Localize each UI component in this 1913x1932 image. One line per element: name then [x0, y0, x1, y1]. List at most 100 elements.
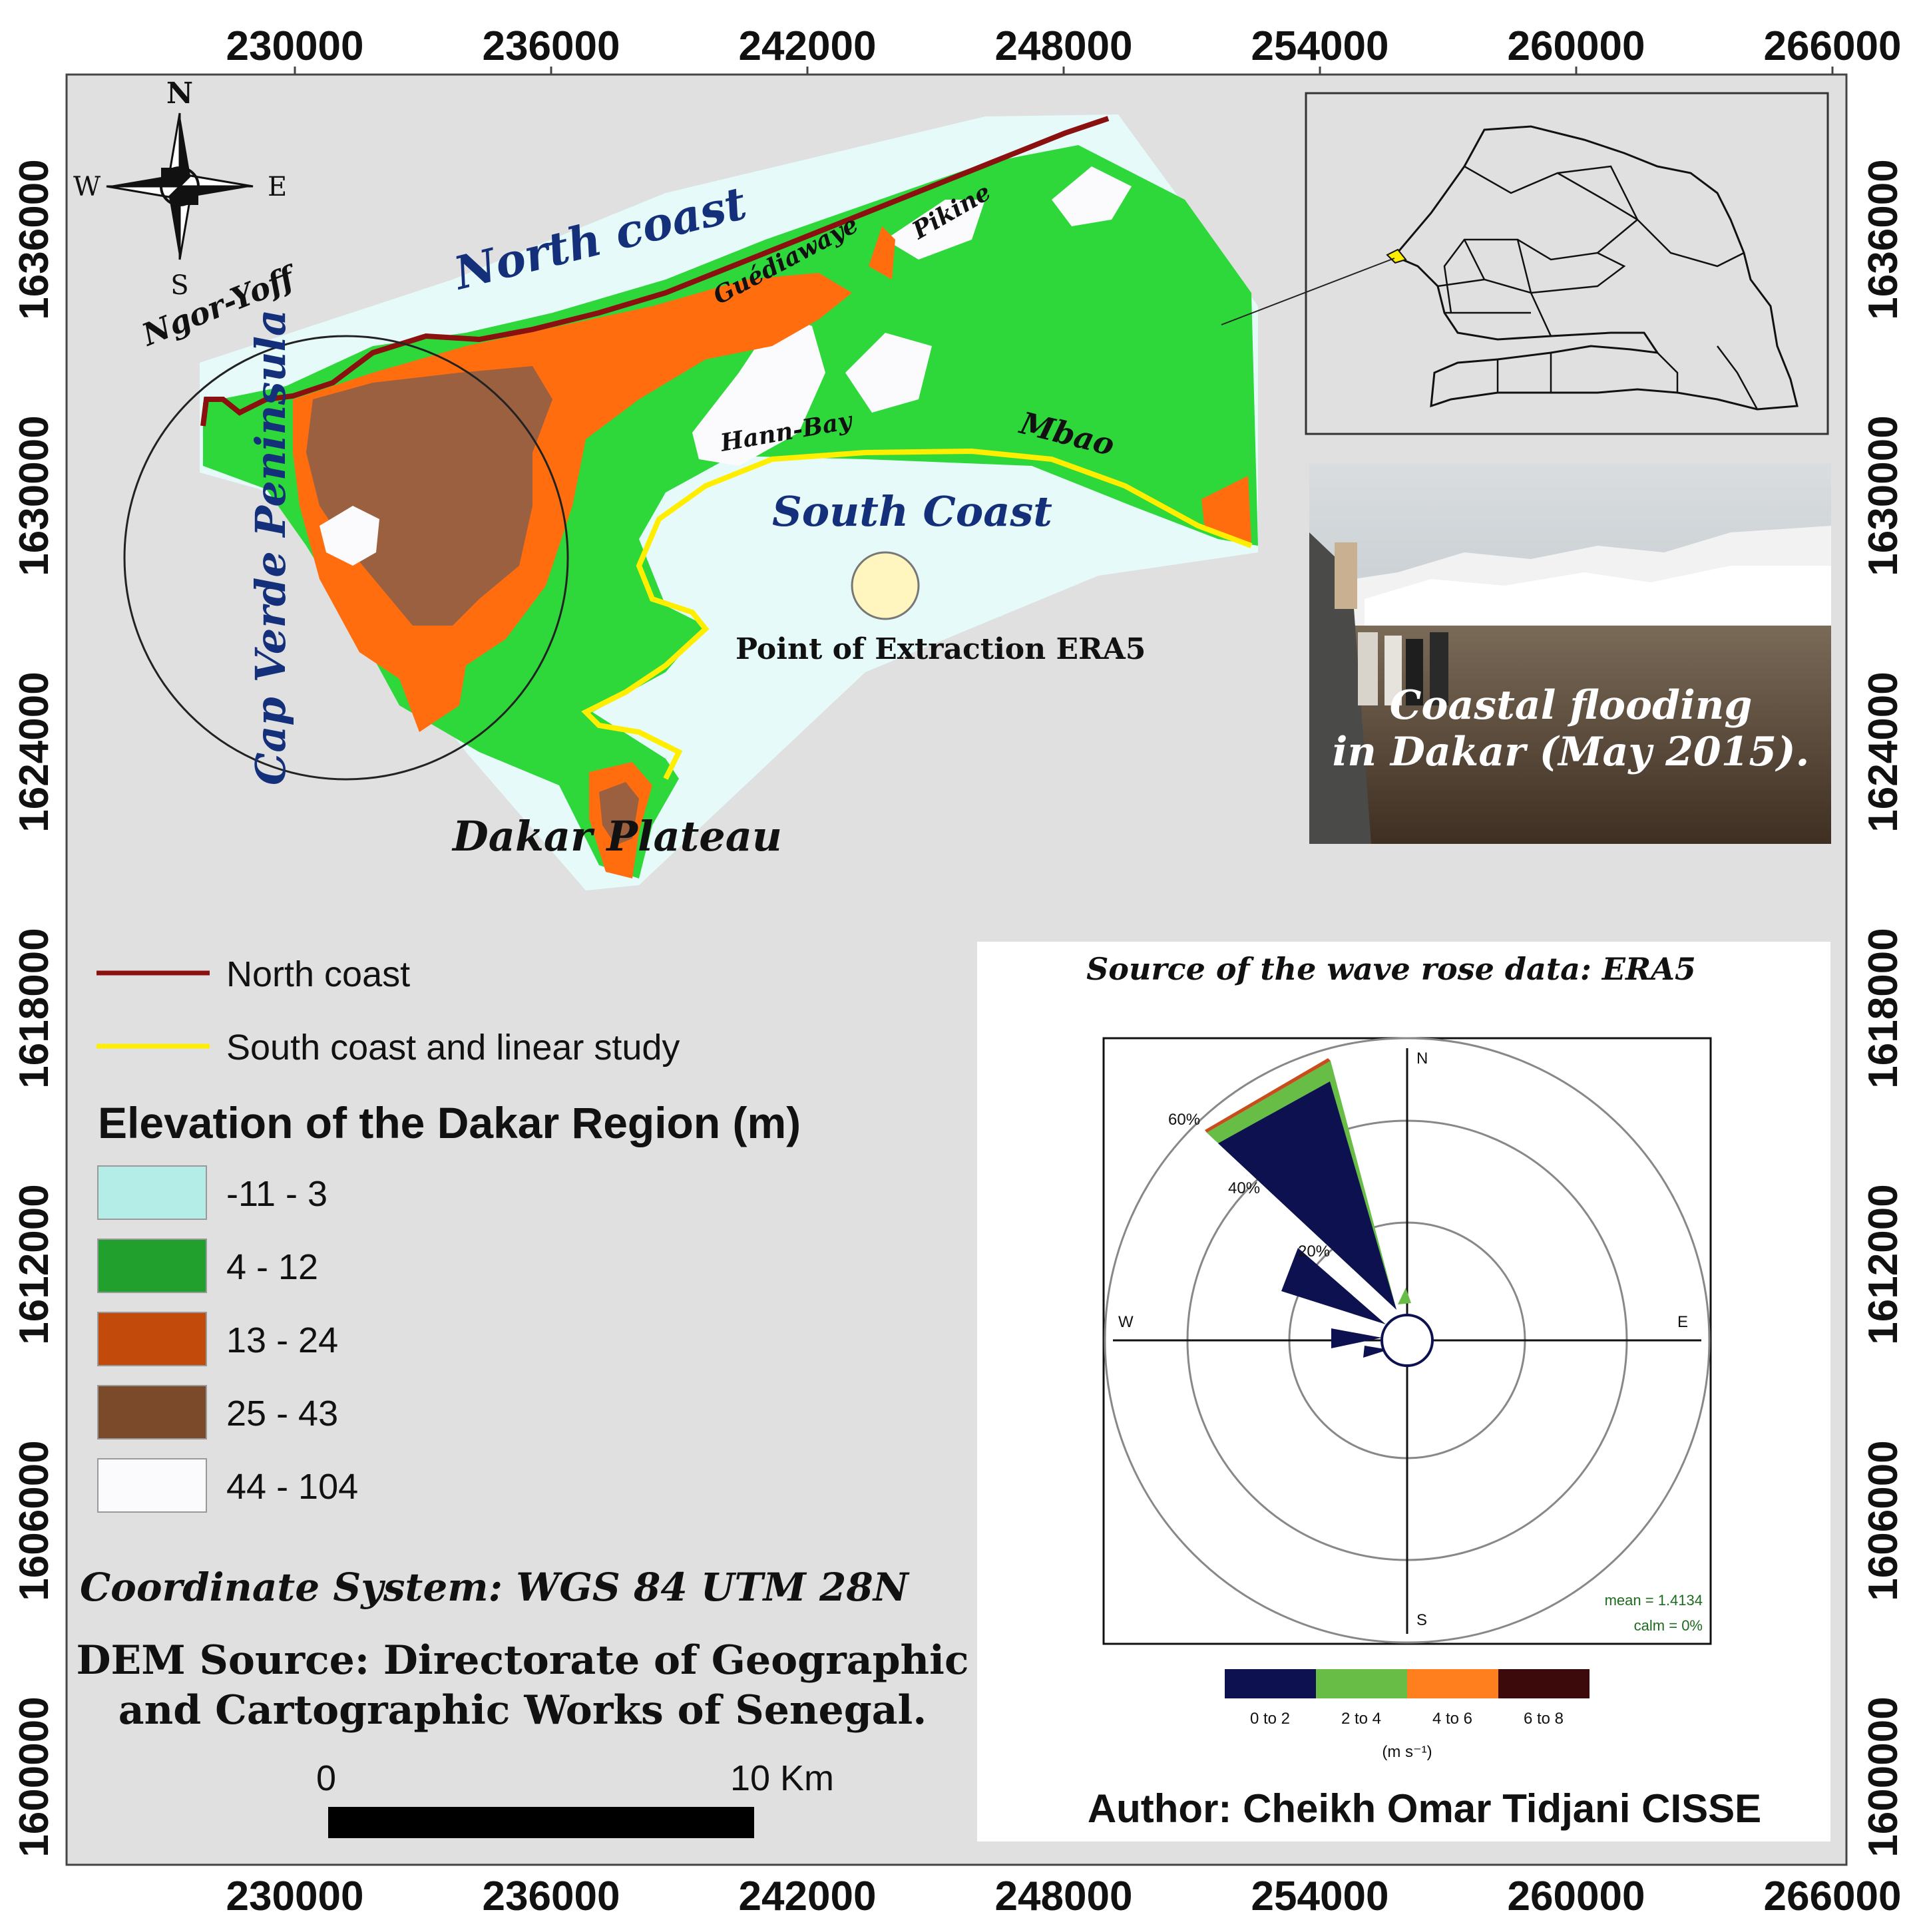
south-coast-line	[581, 448, 1253, 780]
compass-s: S	[170, 270, 188, 301]
x-tick-top-5: 260000	[1508, 23, 1645, 69]
y-tick-right-5: 1606000	[1860, 1440, 1906, 1601]
rose-bin-label-0: 0 to 2	[1250, 1710, 1290, 1728]
y-tick-right-1: 1630000	[1860, 415, 1906, 576]
elevation-brown-zone	[306, 366, 552, 626]
study-area-map	[200, 114, 1258, 890]
wave-rose-chart: 20% 40% 60% N S E W mean = 1.4134 calm =…	[1104, 1037, 1711, 1644]
rose-bin-label-2: 4 to 6	[1432, 1710, 1472, 1728]
y-axis-left: 1636000 1630000 1624000 1618000 1612000 16060…	[11, 159, 57, 1857]
elevation-orange-patch-north	[869, 226, 895, 280]
elevation-white-patch-1	[692, 313, 825, 466]
legend-class-swatch-0	[97, 1165, 207, 1220]
legend-class-swatch-2	[97, 1312, 207, 1366]
senegal-inset-map	[1221, 92, 1829, 435]
cap-verde-circle	[123, 335, 569, 781]
legend-title: Elevation of the Dakar Region (m)	[98, 1098, 801, 1147]
rose-ring-20: 20%	[1298, 1243, 1330, 1260]
rose-petal-nnw	[1218, 1081, 1396, 1310]
legend-south-coast-label: South coast and linear study	[226, 1028, 680, 1067]
legend-class-label-4: 44 - 104	[226, 1467, 358, 1507]
rose-petal-w	[1331, 1328, 1382, 1348]
x-tick-bottom-4: 254000	[1251, 1873, 1389, 1919]
rose-dir-s: S	[1416, 1611, 1427, 1629]
legend-class-label-1: 4 - 12	[226, 1247, 318, 1287]
y-tick-right-2: 1624000	[1860, 672, 1906, 832]
map-legend: North coast South coast and linear study…	[97, 954, 801, 1513]
scale-bar: 0 10 Km	[316, 1758, 834, 1838]
y-axis-right: 1636000 1630000 1624000 1618000 1612000 16060…	[1860, 159, 1906, 1857]
north-coast-line	[200, 116, 1110, 427]
rose-bin-swatch-3	[1498, 1669, 1590, 1698]
coordinate-system-text: Coordinate System: WGS 84 UTM 28N	[80, 1565, 910, 1610]
x-tick-bottom-2: 242000	[739, 1873, 877, 1919]
x-tick-top-0: 230000	[226, 23, 364, 69]
rose-bin-swatch-0	[1225, 1669, 1316, 1698]
wave-rose-speed-legend: 0 to 2 2 to 4 4 to 6 6 to 8	[1225, 1669, 1590, 1728]
extraction-point-marker	[851, 551, 920, 620]
elevation-green-zone	[203, 145, 1258, 878]
photo-caption-line1: Coastal flooding	[1390, 682, 1753, 729]
rose-mean: mean = 1.4134	[1605, 1592, 1703, 1609]
rose-ring-60: 60%	[1168, 1111, 1200, 1129]
x-tick-bottom-5: 260000	[1508, 1873, 1645, 1919]
legend-class-swatch-1	[97, 1239, 207, 1293]
rose-calm: calm = 0%	[1634, 1617, 1703, 1634]
legend-north-coast-label: North coast	[226, 954, 410, 994]
wave-rose-source: Source of the wave rose data: ERA5	[1086, 951, 1696, 987]
rose-unit: (m s⁻¹)	[1382, 1743, 1432, 1761]
x-tick-top-2: 242000	[739, 23, 877, 69]
elevation-white-patch-4	[845, 333, 932, 413]
y-tick-left-4: 1612000	[11, 1184, 57, 1344]
rose-bin-swatch-2	[1407, 1669, 1498, 1698]
x-axis-top: 230000 236000 242000 248000 254000 260000 2660…	[226, 23, 1902, 75]
x-tick-bottom-0: 230000	[226, 1873, 364, 1919]
rose-dir-n: N	[1416, 1050, 1428, 1067]
rose-bin-label-3: 6 to 8	[1524, 1710, 1564, 1728]
rose-ring-40: 40%	[1228, 1179, 1260, 1197]
compass-n: N	[166, 77, 193, 110]
scale-bar-fill	[328, 1807, 754, 1838]
x-tick-top-4: 254000	[1251, 23, 1389, 69]
rose-petal-nw	[1281, 1248, 1386, 1324]
y-tick-left-0: 1636000	[11, 159, 57, 319]
label-south-coast: South Coast	[772, 487, 1052, 536]
x-tick-top-3: 248000	[995, 23, 1133, 69]
x-tick-bottom-1: 236000	[483, 1873, 620, 1919]
compass-rose-icon: N S E W	[73, 77, 287, 301]
x-tick-top-6: 266000	[1764, 23, 1902, 69]
senegal-outline	[1392, 125, 1799, 411]
y-tick-left-6: 1600000	[11, 1696, 57, 1857]
label-extraction-point: Point of Extraction ERA5	[736, 632, 1146, 666]
x-axis-bottom: 230000 236000 242000 248000 254000 260000 2660…	[226, 1873, 1902, 1919]
elevation-white-cap	[319, 506, 379, 566]
elevation-orange-patch-east	[1201, 476, 1251, 542]
elevation-white-patch-2	[885, 200, 985, 260]
rose-bin-swatch-1	[1316, 1669, 1407, 1698]
y-tick-right-6: 1600000	[1860, 1696, 1906, 1857]
compass-w: W	[73, 172, 101, 202]
elevation-brown-plateau	[599, 782, 639, 845]
legend-class-label-2: 13 - 24	[226, 1320, 338, 1360]
y-tick-left-3: 1618000	[11, 928, 57, 1088]
y-tick-right-3: 1618000	[1860, 928, 1906, 1088]
label-dakar-plateau: Dakar Plateau	[451, 812, 782, 861]
x-tick-bottom-3: 248000	[995, 1873, 1133, 1919]
label-cap-verde: Cap Verde Peninsula	[246, 309, 295, 785]
y-tick-right-0: 1636000	[1860, 159, 1906, 319]
compass-e: E	[268, 172, 287, 202]
coastal-flooding-photo: Coastal flooding in Dakar (May 2015).	[1309, 463, 1831, 844]
x-tick-top-1: 236000	[483, 23, 620, 69]
author-credit: Author: Cheikh Omar Tidjani CISSE	[1088, 1786, 1761, 1831]
legend-class-swatch-3	[97, 1385, 207, 1440]
legend-class-label-3: 25 - 43	[226, 1394, 338, 1434]
rose-dir-w: W	[1118, 1313, 1134, 1331]
rose-dir-e: E	[1677, 1313, 1688, 1331]
scale-start-label: 0	[316, 1758, 336, 1798]
legend-class-swatch-4	[97, 1458, 207, 1513]
rose-bin-label-1: 2 to 4	[1341, 1710, 1381, 1728]
x-tick-bottom-6: 266000	[1764, 1873, 1902, 1919]
dem-source-line2: and Cartographic Works of Senegal.	[118, 1687, 927, 1734]
legend-class-label-0: -11 - 3	[226, 1174, 327, 1214]
